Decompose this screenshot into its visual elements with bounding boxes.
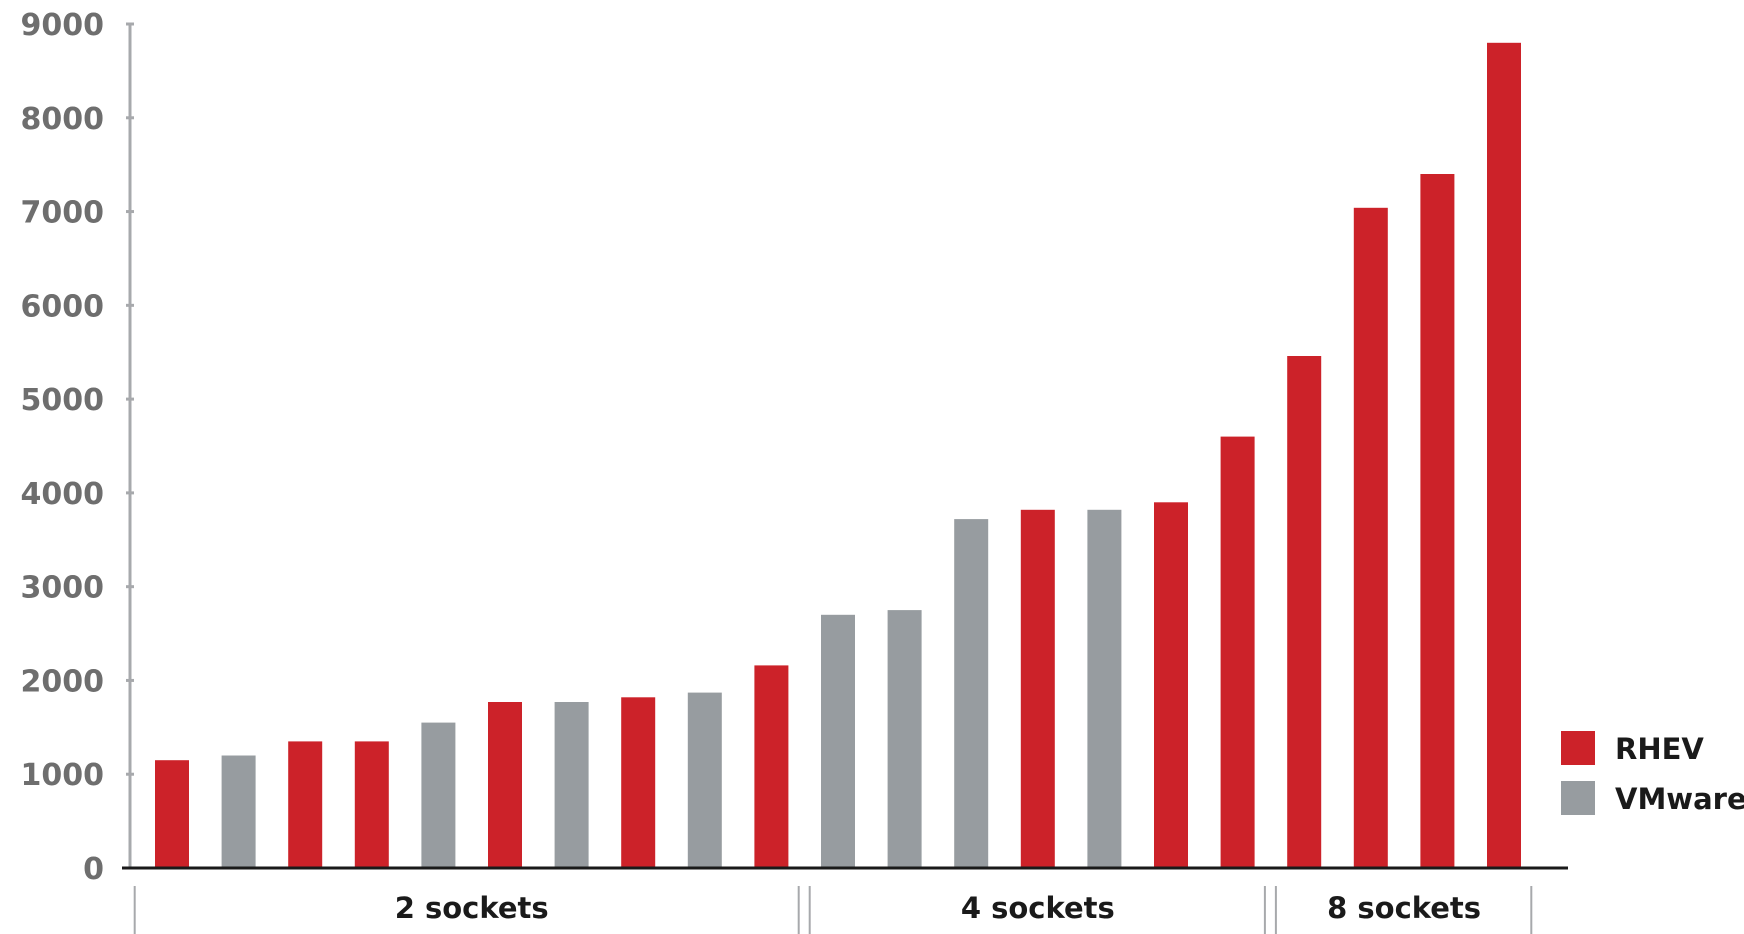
bar-vmware — [554, 702, 589, 868]
bar-rhev — [1220, 436, 1255, 868]
bar-rhev — [1020, 509, 1055, 868]
bar-vmware — [221, 755, 256, 868]
legend-label-rhev: RHEV — [1615, 732, 1704, 766]
legend-swatch-rhev — [1561, 731, 1595, 765]
y-tick-label: 2000 — [21, 664, 105, 699]
bar-rhev — [621, 697, 656, 868]
bar-rhev — [354, 741, 389, 868]
y-tick-label: 3000 — [21, 571, 105, 606]
bar-vmware — [887, 610, 922, 868]
y-tick-label: 8000 — [21, 102, 105, 137]
bar-vmware — [821, 614, 855, 868]
bar-rhev — [1287, 356, 1322, 868]
y-tick-label: 9000 — [21, 8, 105, 43]
socket-groups: 2 sockets 4 sockets 8 sockets — [133, 886, 1533, 934]
bar-vmware — [1087, 509, 1122, 868]
group-label: 2 sockets — [395, 891, 549, 925]
legend: RHEV VMware — [1561, 731, 1744, 816]
legend-label-vmware: VMware — [1615, 782, 1744, 816]
bar-rhev — [754, 665, 789, 868]
y-tick-label: 5000 — [21, 383, 105, 418]
legend-swatch-vmware — [1561, 781, 1595, 815]
bar-vmware — [687, 692, 722, 868]
bar-rhev — [488, 702, 522, 868]
y-axis: 0 1000 2000 3000 4000 5000 6000 7000 8000 9000 — [21, 8, 134, 887]
group-label: 4 sockets — [961, 891, 1115, 925]
bars — [155, 42, 1521, 869]
bar-rhev — [155, 760, 189, 868]
bar-rhev — [1420, 174, 1455, 868]
bar-rhev — [288, 741, 323, 868]
y-tick-label: 1000 — [21, 758, 105, 793]
bar-vmware — [421, 722, 456, 868]
y-tick-label: 4000 — [21, 477, 105, 512]
y-tick-label: 6000 — [21, 289, 105, 324]
y-tick-label: 7000 — [21, 196, 105, 231]
y-tick-label: 0 — [83, 852, 104, 887]
bar-vmware — [954, 519, 989, 868]
bar-rhev — [1353, 207, 1388, 869]
group-label: 8 sockets — [1327, 891, 1481, 925]
bar-rhev — [1154, 502, 1188, 868]
bar-rhev — [1487, 42, 1521, 869]
